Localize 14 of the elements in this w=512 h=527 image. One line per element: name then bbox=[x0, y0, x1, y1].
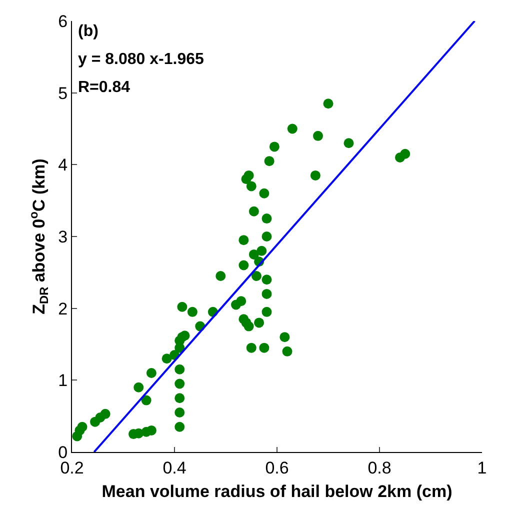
x-tick-label: 0.4 bbox=[162, 458, 186, 478]
y-tick-label: 3 bbox=[58, 227, 68, 246]
y-tick-label: 6 bbox=[58, 12, 68, 31]
y-tick-label: 5 bbox=[58, 84, 68, 103]
y-tick-label: 2 bbox=[58, 299, 68, 318]
x-tick-label: 0.8 bbox=[368, 458, 392, 478]
annotation: R=0.84 bbox=[78, 79, 130, 96]
y-tick-label: 4 bbox=[58, 156, 68, 175]
annotation: y = 8.080 x-1.965 bbox=[78, 51, 204, 68]
annotation: (b) bbox=[78, 23, 98, 40]
x-axis-title: Mean volume radius of hail below 2km (cm) bbox=[102, 482, 452, 501]
x-tick-label: 1 bbox=[477, 458, 487, 478]
x-tick-label: 0.6 bbox=[265, 458, 289, 478]
y-tick-label: 1 bbox=[58, 371, 68, 390]
